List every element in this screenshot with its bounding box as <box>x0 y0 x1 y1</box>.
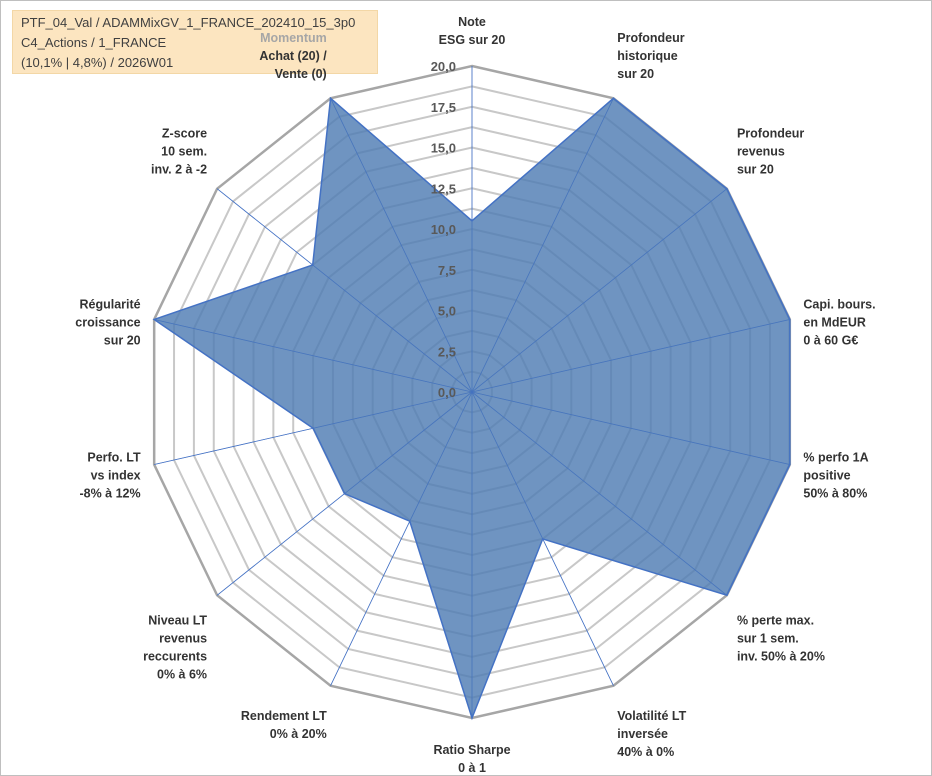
axis-label: vs index <box>91 469 141 483</box>
axis-label: % perte max. <box>737 613 814 627</box>
axis-label: Momentum <box>260 31 327 45</box>
axis-label: 0 à 1 <box>458 761 486 775</box>
axis-spoke-overlay <box>471 391 790 465</box>
axis-label: reccurents <box>143 649 207 663</box>
axis-spoke-overlay <box>216 188 473 393</box>
axis-spoke-overlay <box>471 98 614 393</box>
axis-label: 50% à 80% <box>803 487 867 501</box>
tick-label: 0,0 <box>438 385 456 400</box>
axis-label: 0% à 6% <box>157 667 207 681</box>
portfolio-title: PTF_04_Val / ADAMMixGV_1_FRANCE_202410_1… <box>21 15 356 30</box>
axis-label: croissance <box>75 315 140 329</box>
asset-class-label: C4_Actions / 1_FRANCE <box>21 35 167 50</box>
tick-label: 15,0 <box>431 141 456 156</box>
axis-label: 40% à 0% <box>617 745 674 759</box>
axis-label: 0% à 20% <box>270 727 327 741</box>
axis-label: Profondeur <box>737 127 804 141</box>
axis-label: inversée <box>617 727 668 741</box>
tick-label: 2,5 <box>438 344 456 359</box>
axis-label: Achat (20) / <box>259 49 327 63</box>
axis-label: Volatilité LT <box>617 709 686 723</box>
performance-summary: (10,1% | 4,8%) / 2026W01 <box>21 55 174 70</box>
axis-label: inv. 50% à 20% <box>737 649 825 663</box>
axis-label: ESG sur 20 <box>439 33 506 47</box>
axis-label: historique <box>617 49 677 63</box>
tick-label: 12,5 <box>431 181 456 196</box>
axis-label: Note <box>458 15 486 29</box>
tick-label: 7,5 <box>438 263 456 278</box>
axis-label: Z-score <box>162 127 207 141</box>
axis-spoke-overlay <box>330 391 473 686</box>
tick-label: 10,0 <box>431 222 456 237</box>
axis-label: Régularité <box>79 297 140 311</box>
axis-label: Niveau LT <box>148 613 207 627</box>
tick-label: 5,0 <box>438 304 456 319</box>
axis-label: -8% à 12% <box>79 487 140 501</box>
axis-label: sur 20 <box>737 163 774 177</box>
axis-spoke-overlay <box>471 319 790 393</box>
axis-label: revenus <box>159 631 207 645</box>
axis-label: % perfo 1A <box>803 451 868 465</box>
portfolio-info-box: PTF_04_Val / ADAMMixGV_1_FRANCE_202410_1… <box>12 10 378 74</box>
axis-label: sur 20 <box>104 333 141 347</box>
axis-label: 10 sem. <box>161 145 207 159</box>
axis-label: sur 1 sem. <box>737 631 799 645</box>
axis-spoke-overlay <box>471 391 728 596</box>
axis-label: positive <box>803 469 850 483</box>
tick-label: 17,5 <box>431 100 456 115</box>
axis-label: revenus <box>737 145 785 159</box>
axis-label: Perfo. LT <box>87 451 141 465</box>
axis-label: Profondeur <box>617 31 684 45</box>
axis-label: Rendement LT <box>241 709 327 723</box>
axis-spoke-overlay <box>330 98 473 393</box>
axis-label: sur 20 <box>617 67 654 81</box>
axis-label: en MdEUR <box>803 315 866 329</box>
axis-label: Ratio Sharpe <box>433 743 510 757</box>
axis-label: inv. 2 à -2 <box>151 163 207 177</box>
axis-spoke-overlay <box>154 319 473 393</box>
axis-spoke-overlay <box>471 188 728 393</box>
axis-label: 0 à 60 G€ <box>803 333 858 347</box>
tick-label: 20,0 <box>431 59 456 74</box>
axis-label: Capi. bours. <box>803 297 875 311</box>
axis-label: Vente (0) <box>275 67 327 81</box>
